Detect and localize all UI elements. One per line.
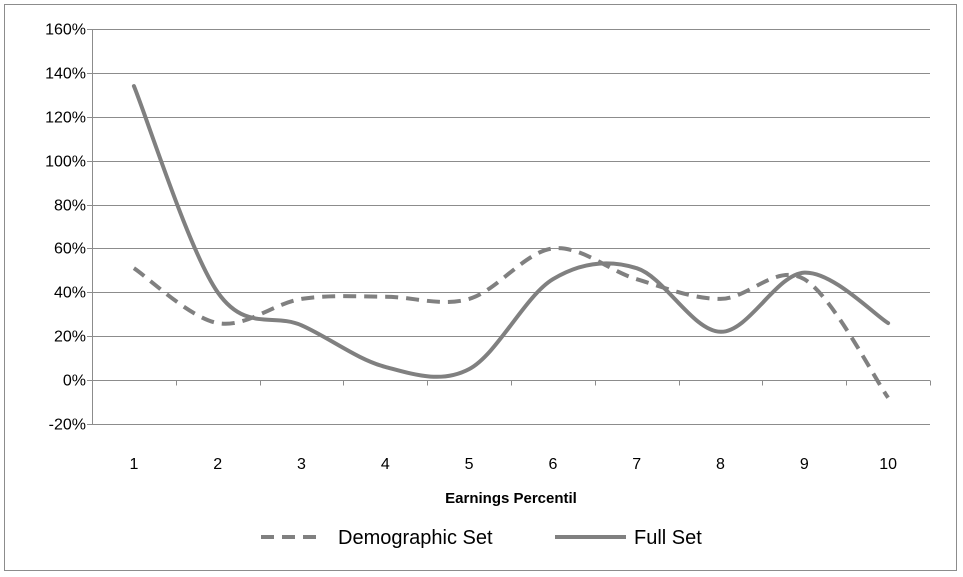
legend: Demographic Set Full Set [261, 527, 702, 549]
x-tick-label: 5 [465, 456, 474, 473]
x-tick-label: 9 [800, 456, 809, 473]
series-line-demographic-set [132, 246, 890, 399]
y-tick-label: -20% [49, 417, 86, 434]
x-tick-label: 6 [548, 456, 557, 473]
y-tick-label: 100% [45, 154, 86, 171]
y-tick-label: 80% [54, 198, 86, 215]
x-tick-label: 8 [716, 456, 725, 473]
y-tick-label: 0% [63, 373, 86, 390]
y-tick-label: 160% [45, 22, 86, 39]
series-line-full-set [131, 84, 891, 379]
gridlines [92, 29, 930, 425]
x-tick-label: 2 [213, 456, 222, 473]
x-tick-labels: 1 2 3 4 5 6 7 8 9 10 [129, 456, 897, 473]
legend-label-demographic-set: Demographic Set [338, 527, 493, 549]
legend-label-full-set: Full Set [634, 527, 702, 549]
y-tick-label: 20% [54, 329, 86, 346]
series-lines [131, 84, 891, 399]
y-tick-label: 140% [45, 66, 86, 83]
y-tick-label: 120% [45, 110, 86, 127]
y-tick-label: 40% [54, 285, 86, 302]
x-tick-label: 4 [381, 456, 390, 473]
y-tick-label: 60% [54, 241, 86, 258]
x-tick-label: 3 [297, 456, 306, 473]
axes [87, 29, 931, 425]
x-axis-title: Earnings Percentil [445, 490, 577, 507]
chart-frame [4, 4, 957, 571]
x-tick-label: 10 [879, 456, 897, 473]
x-tick-label: 1 [129, 456, 138, 473]
y-tick-labels: -20% 0% 20% 40% 60% 80% 100% 120% 140% 160% [45, 22, 86, 434]
x-tick-label: 7 [632, 456, 641, 473]
